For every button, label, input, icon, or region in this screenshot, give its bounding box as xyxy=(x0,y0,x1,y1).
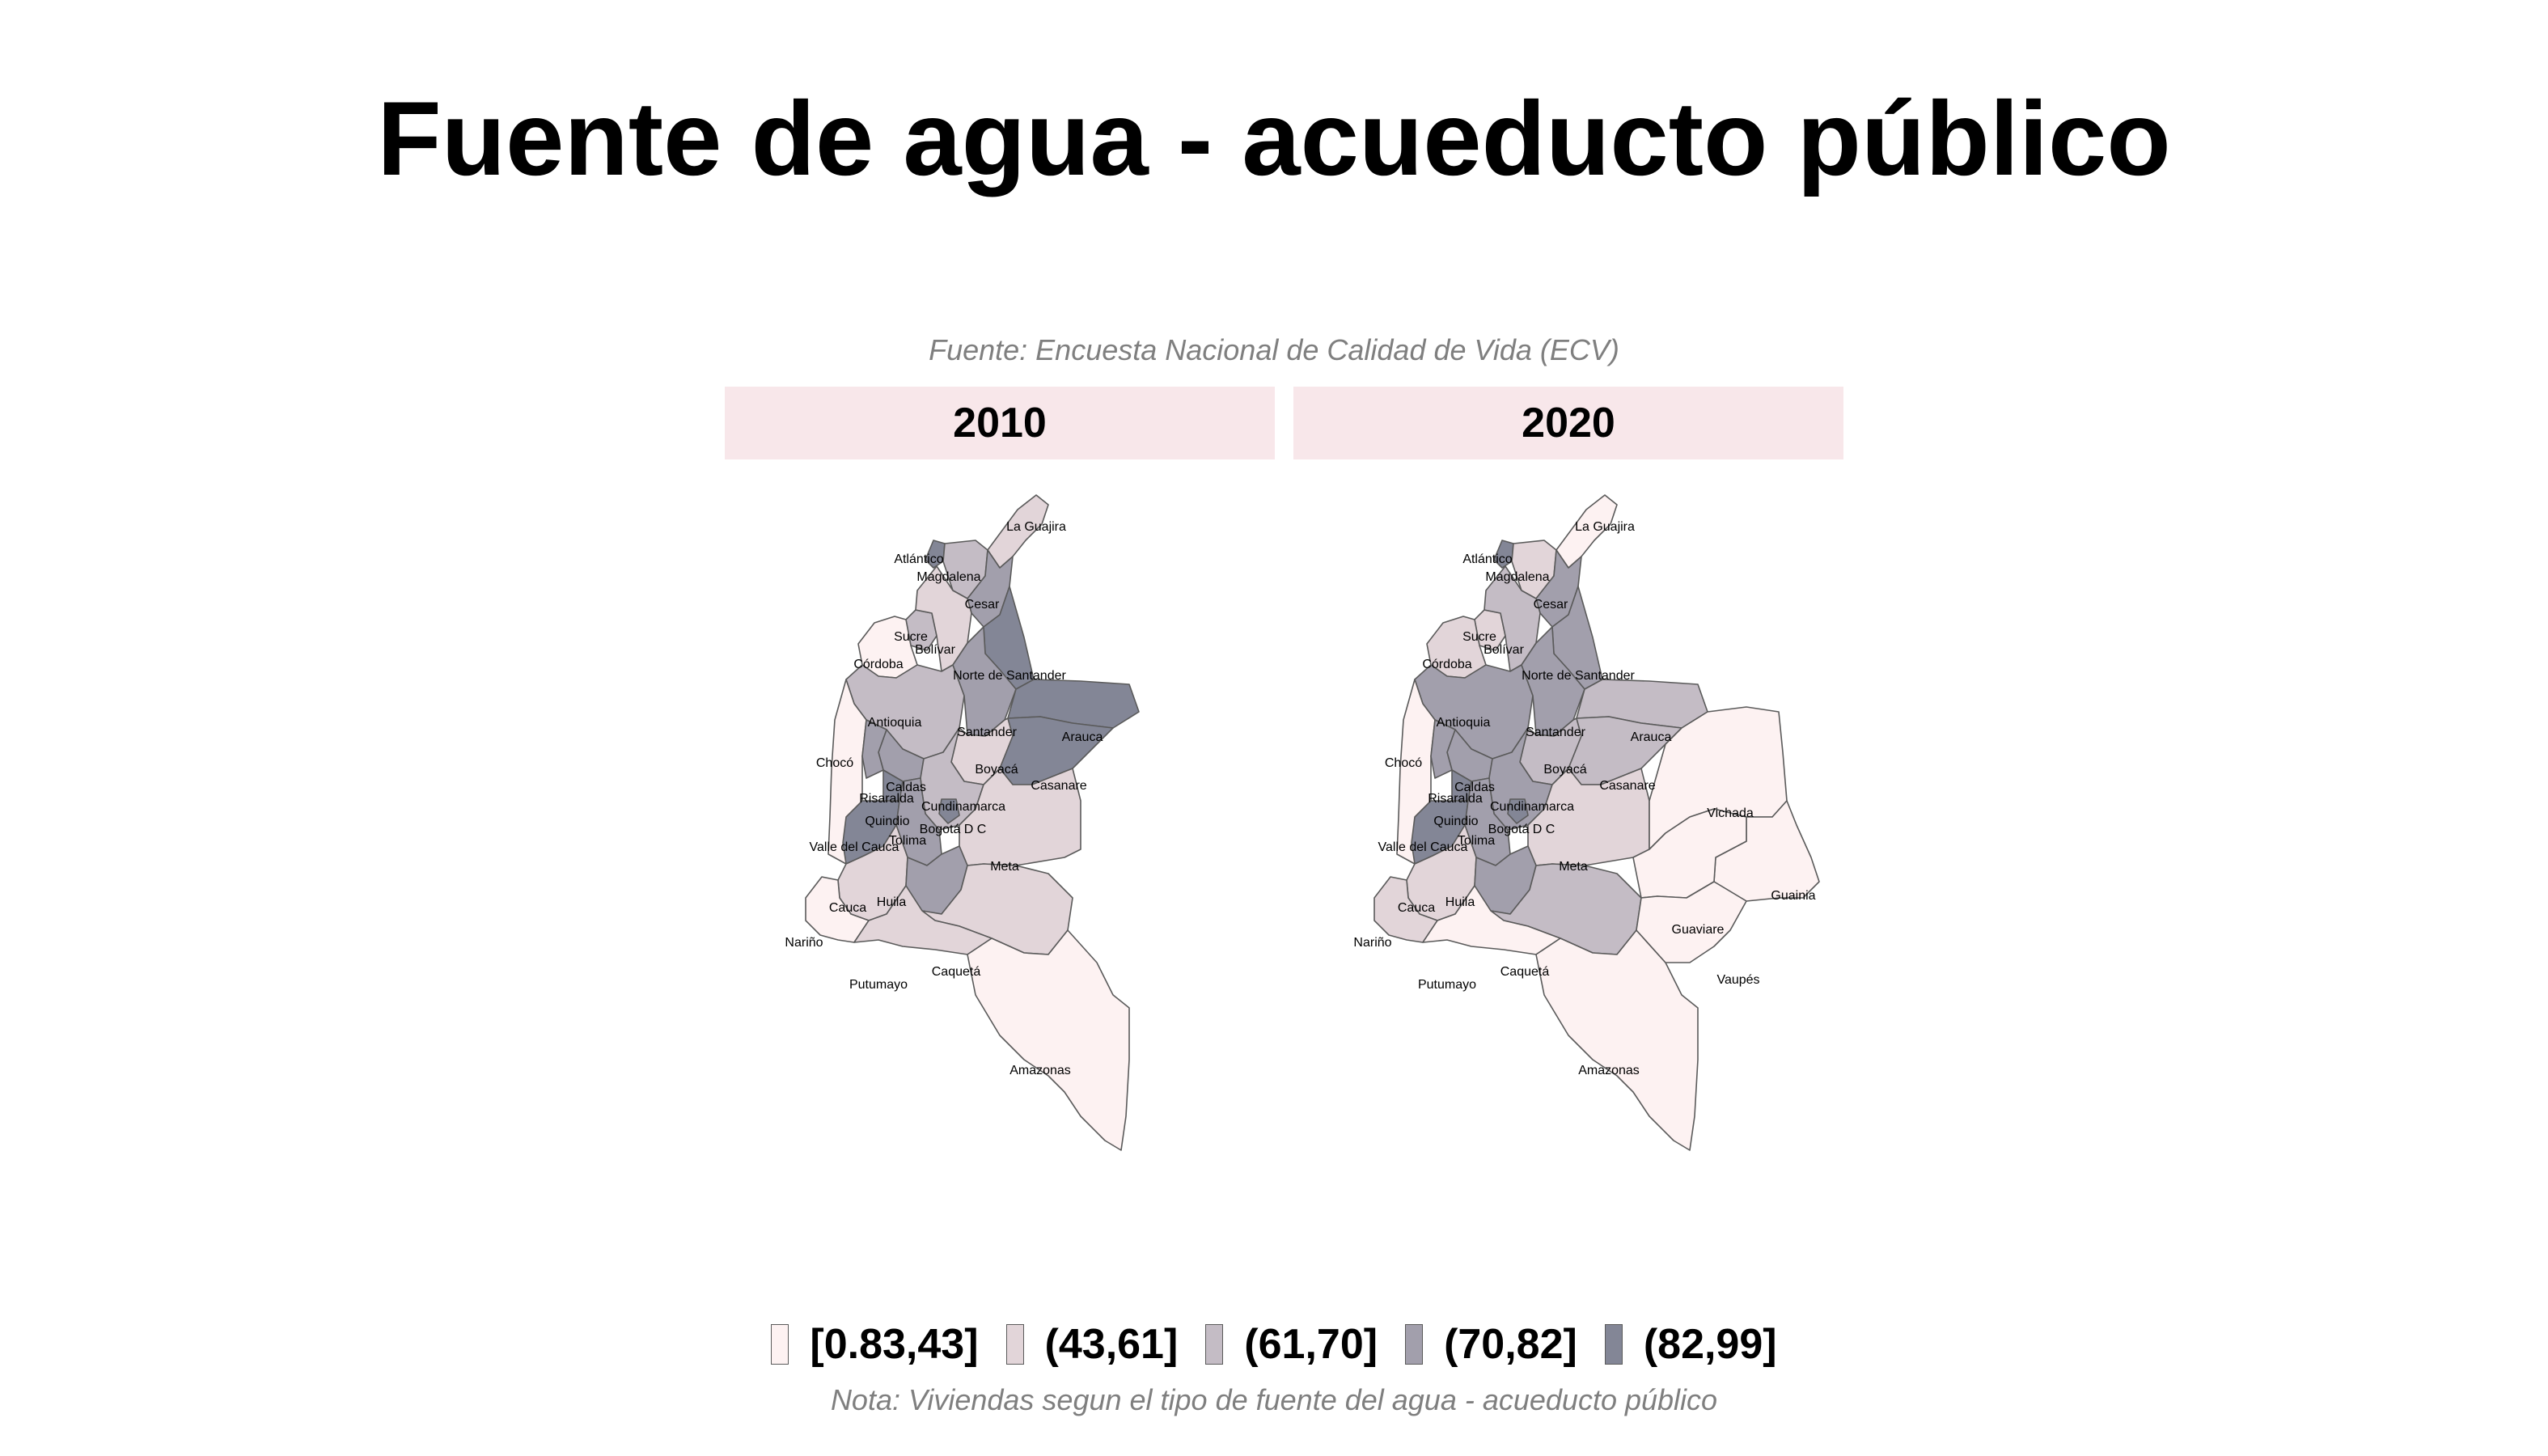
department-label: Norte de Santander xyxy=(1522,669,1635,683)
legend-item: (61,70] xyxy=(1205,1320,1378,1369)
footnote: Nota: Viviendas segun el tipo de fuente … xyxy=(830,1383,1718,1416)
map-2020: La GuajiraAtlánticoMagdalenaCesarSucreBo… xyxy=(1353,494,1820,1151)
title-text: Fuente de agua - acueducto público xyxy=(377,79,2171,197)
legend: [0.83,43] (43,61] (61,70] (70,82] (82,99… xyxy=(0,1320,2548,1369)
department-label: Amazonas xyxy=(1578,1064,1640,1077)
map-2010: La GuajiraAtlánticoMagdalenaCesarSucreBo… xyxy=(785,494,1140,1151)
legend-label: (82,99] xyxy=(1643,1321,1777,1368)
legend-swatch xyxy=(1205,1324,1224,1365)
department-label: Quindio xyxy=(865,815,909,828)
department-bogotá-d-c-2010 xyxy=(938,798,960,824)
legend-swatch xyxy=(771,1324,789,1365)
department-label: Putumayo xyxy=(849,978,908,992)
department-label: Caquetá xyxy=(932,965,981,979)
department-label: Córdoba xyxy=(853,658,903,671)
department-label: Cundinamarca xyxy=(1490,800,1574,814)
department-label: Cesar xyxy=(1534,598,1568,612)
department-label: Boyacá xyxy=(1543,763,1586,777)
department-label: Huila xyxy=(1445,895,1475,909)
department-label: Meta xyxy=(1559,860,1588,874)
department-label: Sucre xyxy=(894,630,928,644)
department-label: Guainia xyxy=(1771,889,1815,903)
department-label: Arauca xyxy=(1631,730,1672,744)
department-vaupés-2020 xyxy=(1636,881,1747,963)
department-amazonas-2020 xyxy=(1535,929,1699,1151)
department-label: Meta xyxy=(990,860,1019,874)
legend-item: (70,82] xyxy=(1405,1320,1577,1369)
department-label: Vaupés xyxy=(1716,973,1759,987)
department-label: Caldas xyxy=(886,781,926,794)
department-label: Valle del Cauca xyxy=(810,840,899,854)
department-label: Magdalena xyxy=(916,570,980,584)
department-label: Antioquia xyxy=(868,716,922,730)
department-label: Sucre xyxy=(1462,630,1496,644)
department-label: Caldas xyxy=(1454,781,1495,794)
department-label: Atlántico xyxy=(1462,552,1512,566)
department-label: Bogotá D C xyxy=(920,823,987,836)
department-label: Caquetá xyxy=(1500,965,1550,979)
department-label: Putumayo xyxy=(1418,978,1476,992)
department-label: Amazonas xyxy=(1009,1064,1071,1077)
department-label: Quindio xyxy=(1433,815,1478,828)
department-label: Bogotá D C xyxy=(1488,823,1555,836)
legend-label: (43,61] xyxy=(1044,1321,1179,1368)
department-label: La Guajira xyxy=(1006,520,1066,534)
department-label: Tolima xyxy=(1458,834,1495,848)
department-label: Chocó xyxy=(816,756,853,770)
department-label: Atlántico xyxy=(894,552,943,566)
legend-swatch xyxy=(1005,1324,1024,1365)
department-label: Tolima xyxy=(889,834,926,848)
department-label: Santander xyxy=(957,726,1018,739)
department-label: Nariño xyxy=(785,936,823,950)
department-label: Norte de Santander xyxy=(953,669,1066,683)
legend-label: (70,82] xyxy=(1444,1321,1577,1368)
legend-swatch xyxy=(1405,1324,1424,1365)
legend-item: (43,61] xyxy=(1005,1320,1179,1369)
department-label: Chocó xyxy=(1385,756,1422,770)
panel-header-2020: 2020 xyxy=(1293,387,1843,459)
department-amazonas-2010 xyxy=(967,929,1130,1151)
department-label: Arauca xyxy=(1062,730,1103,744)
department-label: Boyacá xyxy=(975,763,1018,777)
department-bogotá-d-c-2020 xyxy=(1507,798,1529,824)
department-label: Casanare xyxy=(1031,779,1086,793)
department-label: Guaviare xyxy=(1672,923,1725,937)
department-label: Valle del Cauca xyxy=(1378,840,1468,854)
department-label: Casanare xyxy=(1599,779,1655,793)
department-label: Cesar xyxy=(965,598,1000,612)
legend-swatch xyxy=(1604,1324,1623,1365)
department-label: Risaralda xyxy=(1428,792,1483,806)
legend-item: [0.83,43] xyxy=(771,1320,979,1369)
department-label: Córdoba xyxy=(1422,658,1471,671)
department-label: Antioquia xyxy=(1437,716,1491,730)
department-meta-2010 xyxy=(959,768,1081,866)
department-label: Cauca xyxy=(829,901,866,915)
department-label: Bolívar xyxy=(1484,643,1524,657)
legend-label: [0.83,43] xyxy=(810,1321,979,1368)
department-label: Huila xyxy=(877,895,907,909)
department-label: Risaralda xyxy=(859,792,914,806)
department-label: Cundinamarca xyxy=(921,800,1005,814)
department-label: Santander xyxy=(1526,726,1586,739)
department-label: Bolívar xyxy=(915,643,955,657)
legend-item: (82,99] xyxy=(1604,1320,1777,1369)
legend-label: (61,70] xyxy=(1244,1321,1378,1368)
department-label: Nariño xyxy=(1353,936,1391,950)
department-label: La Guajira xyxy=(1575,520,1635,534)
department-label: Cauca xyxy=(1398,901,1435,915)
page-title: Fuente de agua - acueducto público xyxy=(0,77,2548,200)
panel-header-2010: 2010 xyxy=(725,387,1275,459)
subtitle: Fuente: Encuesta Nacional de Calidad de … xyxy=(929,333,1619,366)
department-label: Vichada xyxy=(1707,806,1754,820)
department-label: Magdalena xyxy=(1485,570,1549,584)
